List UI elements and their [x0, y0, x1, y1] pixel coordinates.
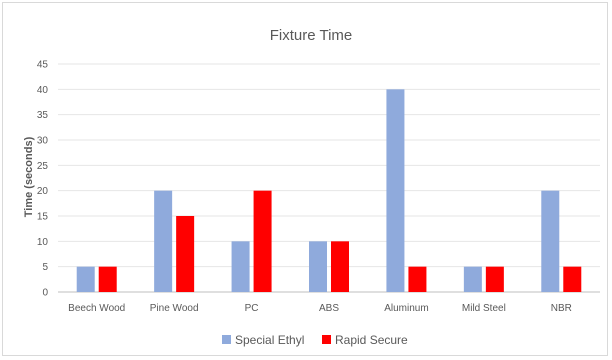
chart-frame [2, 2, 608, 356]
gridlines [58, 63, 600, 293]
bar-special-ethyl [541, 190, 560, 292]
bar-special-ethyl [309, 241, 327, 292]
y-tick-labels: 0 5 10 15 20 25 30 35 40 45 [37, 60, 49, 299]
bar-special-ethyl [154, 190, 173, 292]
legend-swatch [322, 335, 331, 344]
y-tick-label: 15 [37, 212, 49, 223]
bar-rapid-secure [408, 266, 427, 292]
x-tick-label: Beech Wood [68, 303, 125, 314]
y-tick-label: 0 [42, 288, 48, 299]
x-tick-label: Aluminum [384, 303, 428, 314]
y-tick-label: 40 [37, 85, 49, 96]
y-axis-label: Time (seconds) [23, 136, 35, 217]
x-tick-label: ABS [319, 303, 339, 314]
bar-rapid-secure [563, 266, 582, 292]
y-tick-label: 30 [37, 136, 49, 147]
x-tick-label: Mild Steel [462, 303, 506, 314]
y-tick-label: 45 [37, 60, 49, 71]
bar-rapid-secure [331, 241, 349, 292]
bar-rapid-secure [176, 216, 195, 292]
legend-swatch [222, 335, 231, 344]
y-tick-label: 25 [37, 161, 49, 172]
bar-special-ethyl [76, 266, 95, 292]
bar-special-ethyl [463, 266, 482, 292]
legend-label: Special Ethyl [235, 333, 304, 347]
x-tick-labels: Beech Wood Pine Wood PC ABS Aluminum Mild Ste… [68, 303, 572, 314]
x-tick-label: Pine Wood [150, 303, 199, 314]
y-tick-label: 35 [37, 110, 49, 121]
bar-rapid-secure [253, 190, 272, 292]
bars [76, 89, 582, 292]
y-tick-label: 5 [42, 262, 48, 273]
x-tick-label: NBR [551, 303, 572, 314]
bar-special-ethyl [231, 241, 250, 292]
y-tick-label: 10 [37, 237, 49, 248]
y-tick-label: 20 [37, 186, 49, 197]
bar-special-ethyl [386, 89, 405, 292]
legend-label: Rapid Secure [335, 333, 408, 347]
chart-title: Fixture Time [270, 27, 353, 44]
x-tick-label: PC [245, 303, 259, 314]
legend: Special Ethyl Rapid Secure [222, 333, 408, 347]
bar-rapid-secure [98, 266, 117, 292]
bar-rapid-secure [485, 266, 504, 292]
